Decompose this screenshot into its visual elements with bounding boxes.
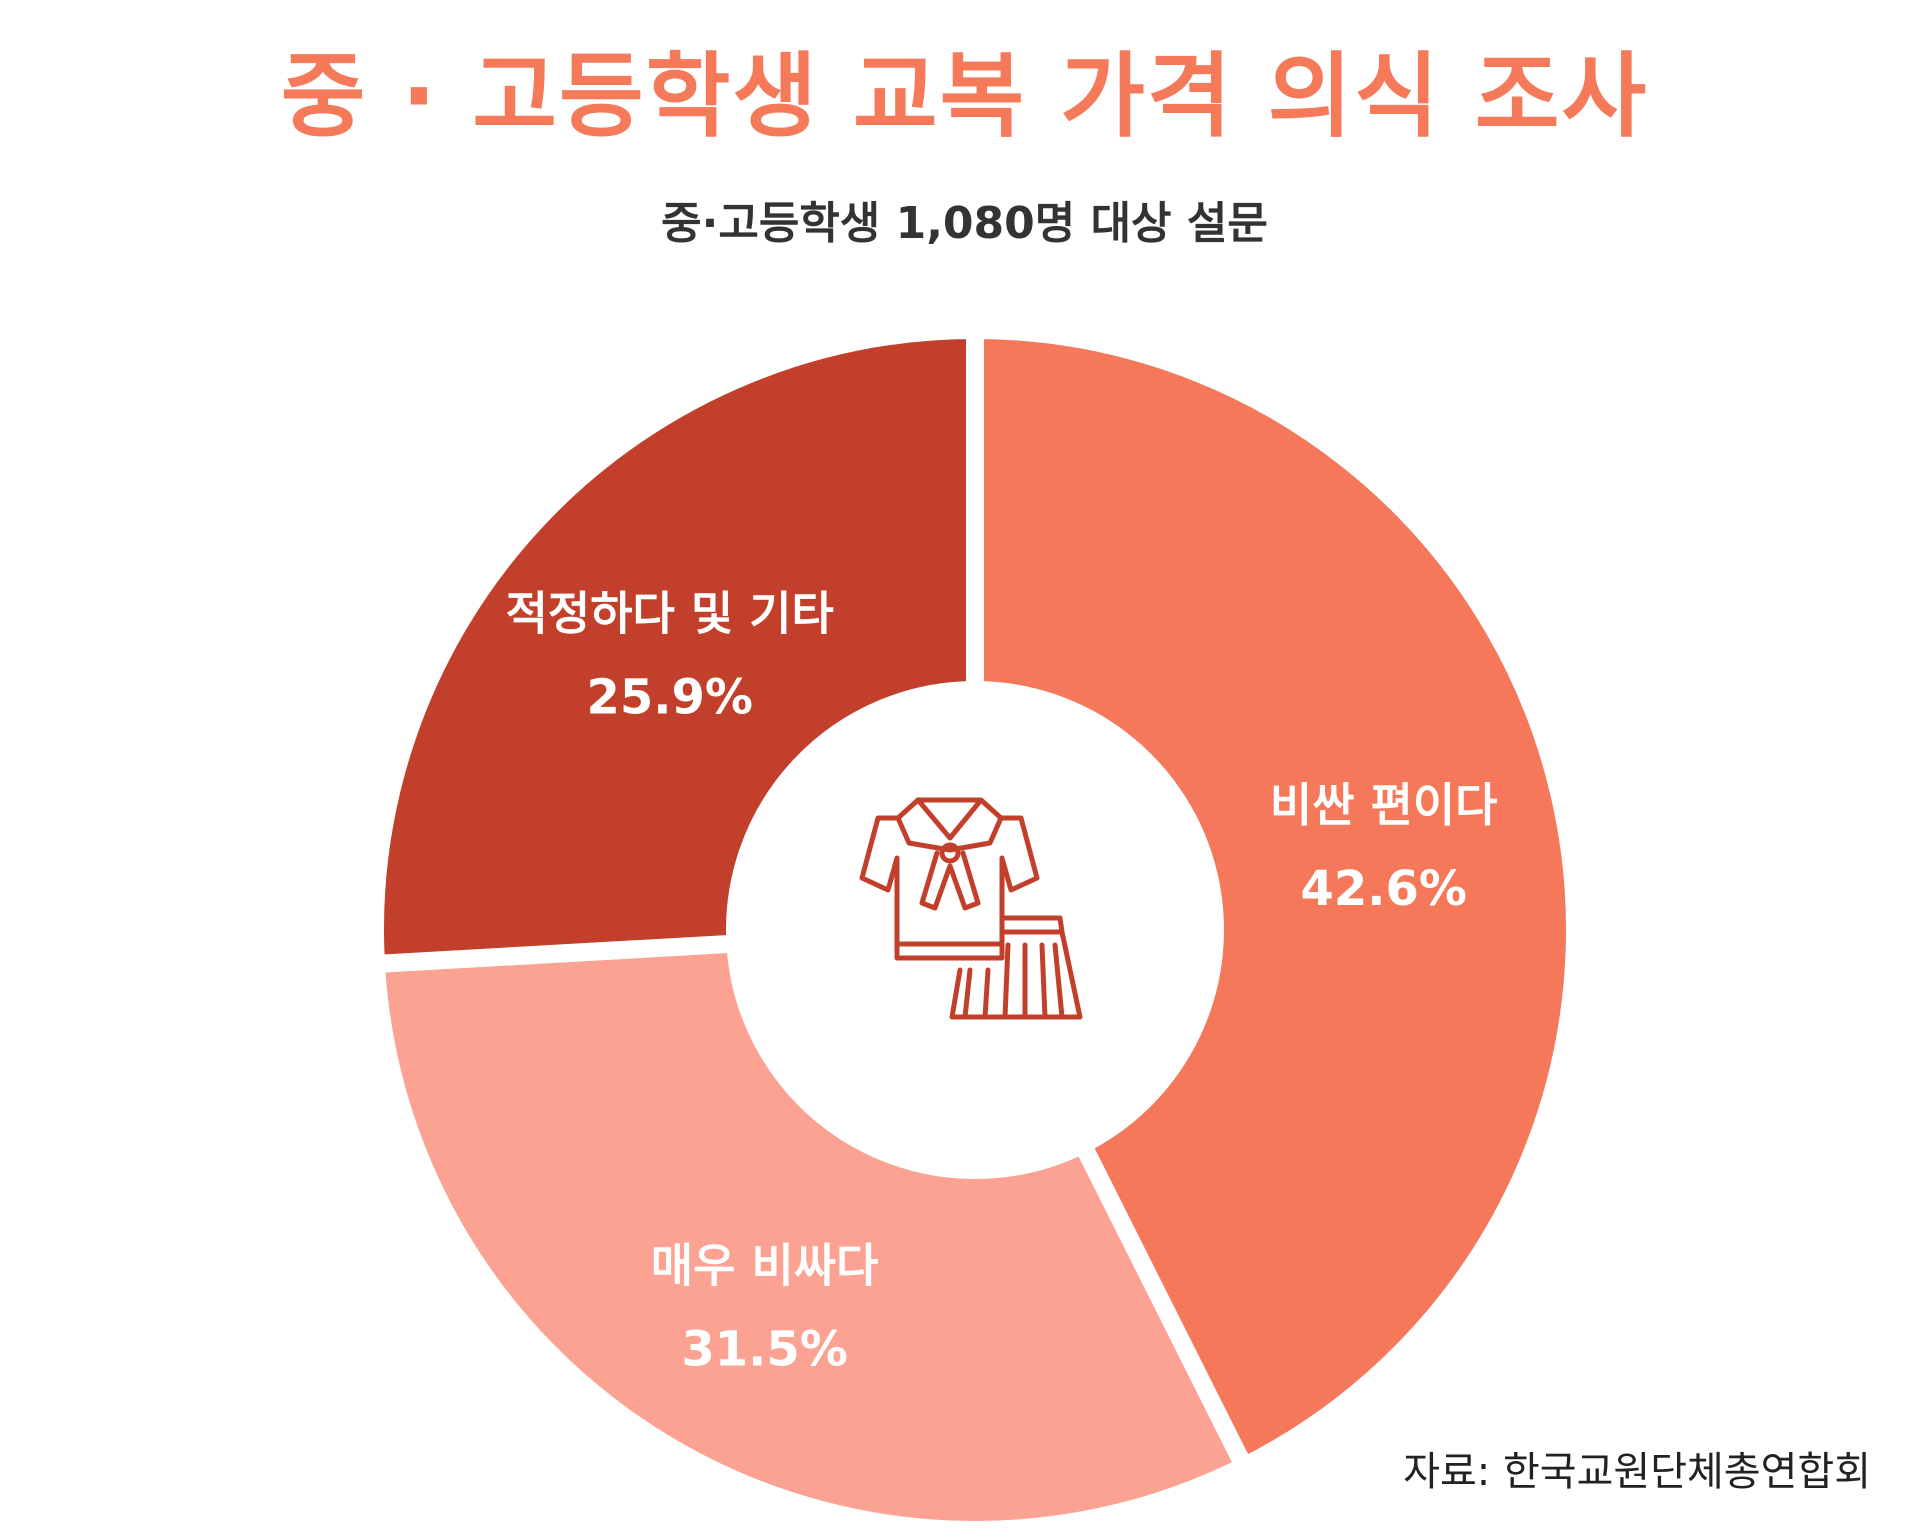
chart-title: 중 · 고등학생 교복 가격 의식 조사 <box>280 43 1649 150</box>
slice-label-1: 비싼 편이다 <box>1270 778 1498 832</box>
slice-value-1: 42.6% <box>1300 861 1467 917</box>
slice-labels: 비싼 편이다 42.6% 매우 비싸다 31.5% 적정하다 및 기타 25.9% <box>506 587 1498 1378</box>
source-note: 자료: 한국교원단체총연합회 <box>1403 1449 1871 1495</box>
chart-subtitle: 중·고등학생 1,080명 대상 설문 <box>661 198 1268 249</box>
school-uniform-icon <box>859 797 1083 1020</box>
slice-label-3: 적정하다 및 기타 <box>506 587 834 641</box>
slice-3 <box>366 320 984 974</box>
slice-value-3: 25.9% <box>586 670 753 726</box>
slice-label-2: 매우 비싸다 <box>651 1239 879 1293</box>
slice-1 <box>966 320 1584 1479</box>
slice-2 <box>366 934 1257 1538</box>
donut-slices <box>366 320 1584 1538</box>
slice-value-2: 31.5% <box>681 1322 848 1378</box>
